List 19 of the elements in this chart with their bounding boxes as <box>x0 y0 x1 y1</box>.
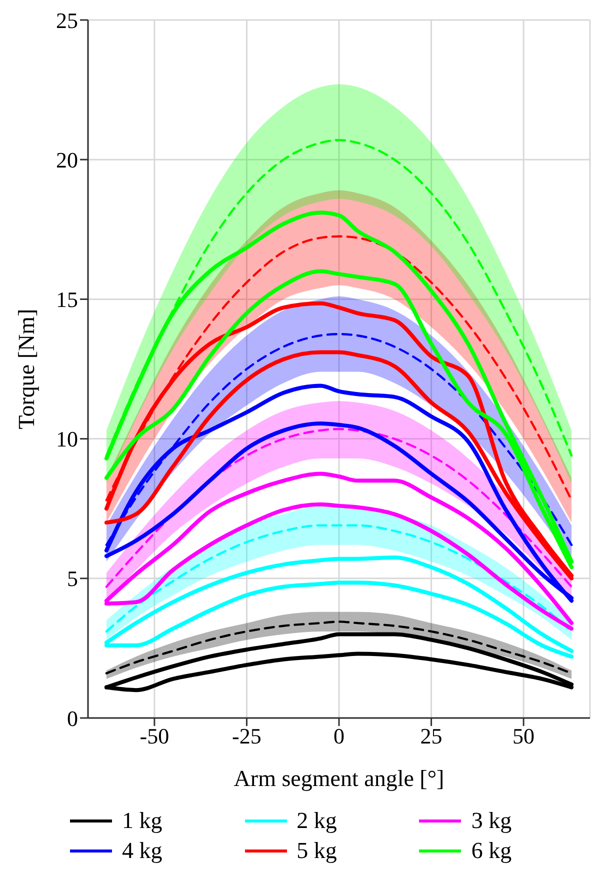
legend-label: 5 kg <box>296 838 337 864</box>
legend-label: 1 kg <box>122 808 162 834</box>
x-tick-label: 25 <box>420 724 442 749</box>
x-tick-label: -50 <box>140 724 170 749</box>
legend-label: 2 kg <box>296 808 337 834</box>
legend-label: 6 kg <box>471 838 512 864</box>
y-tick-label: 20 <box>56 147 78 172</box>
y-tick-label: 0 <box>67 706 78 731</box>
y-axis-title: Torque [Nm] <box>14 308 40 430</box>
x-tick-label: 0 <box>334 724 344 749</box>
legend-label: 4 kg <box>122 838 162 864</box>
legend-label: 3 kg <box>471 808 512 834</box>
x-axis-title: Arm segment angle [°] <box>234 766 444 791</box>
y-tick-label: 10 <box>56 426 78 452</box>
y-tick-label: 5 <box>67 566 78 592</box>
y-tick-label: 15 <box>56 287 78 312</box>
y-tick-label: 25 <box>56 8 78 33</box>
x-tick-label: 50 <box>512 724 535 749</box>
x-tick-label: -25 <box>232 724 262 749</box>
